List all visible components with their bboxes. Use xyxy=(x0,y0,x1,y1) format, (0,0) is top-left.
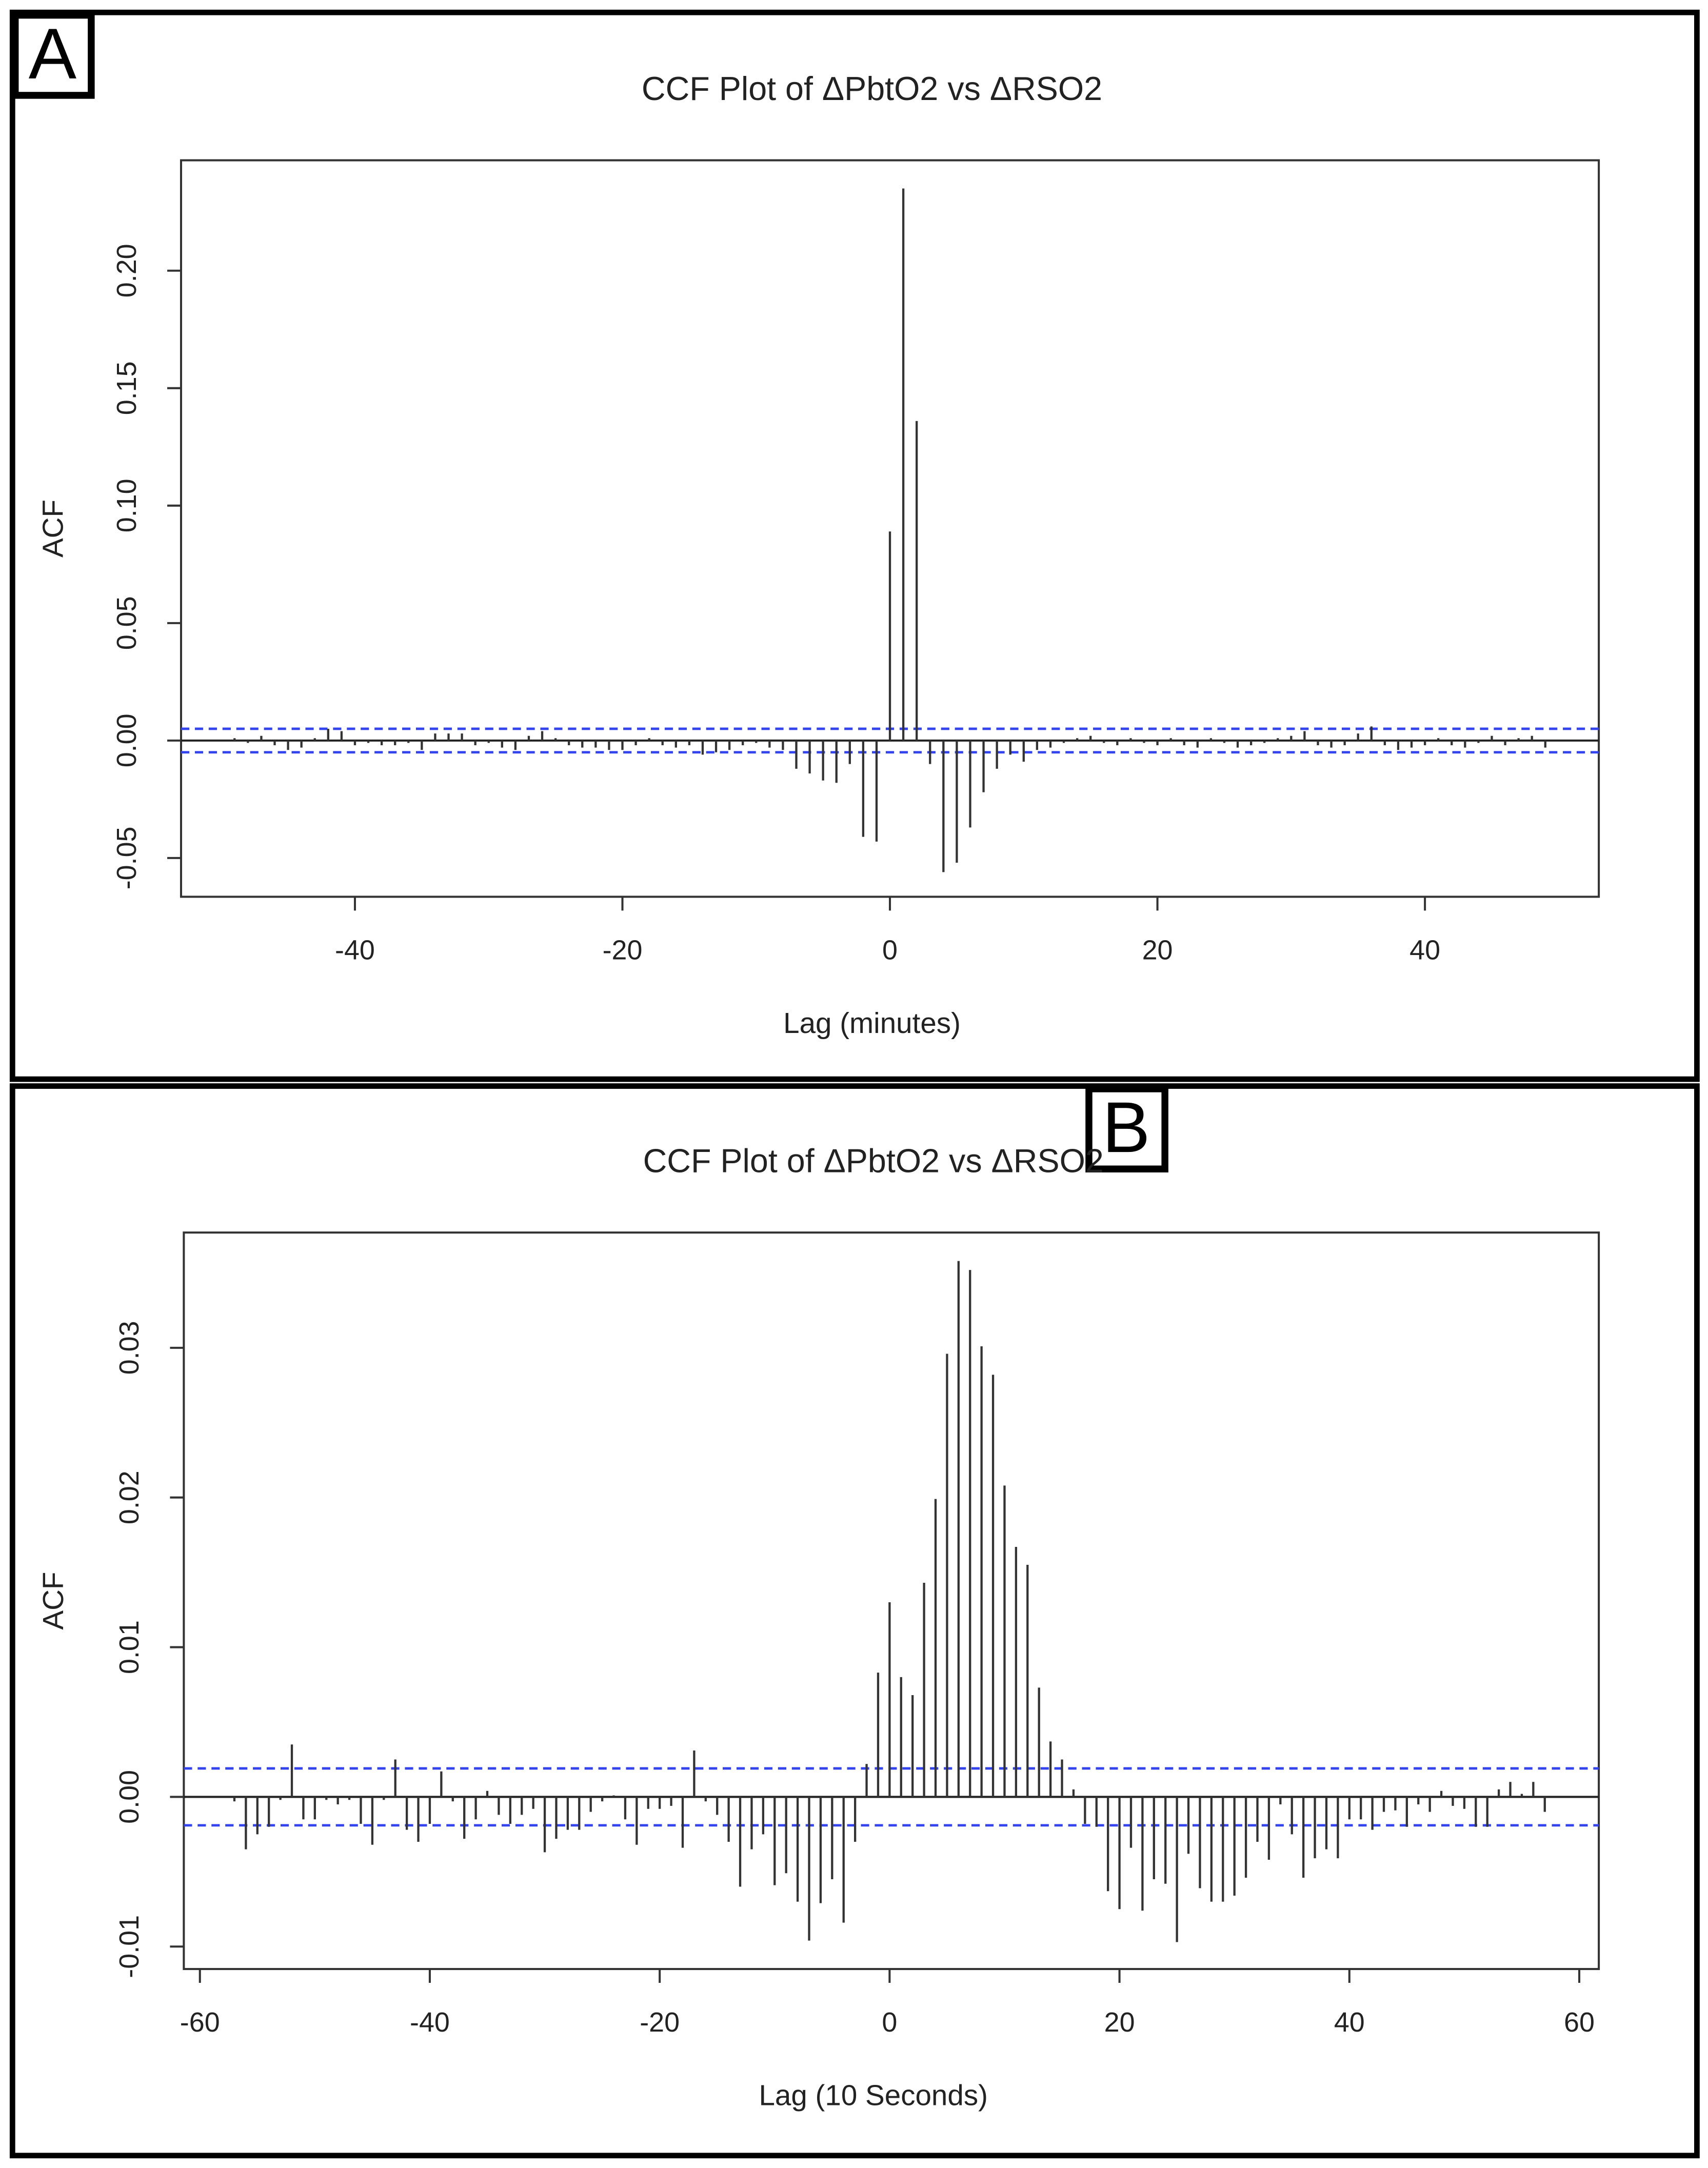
x-tick-label: 40 xyxy=(1334,2007,1365,2038)
y-axis-label: ACF xyxy=(37,500,69,558)
x-tick-label: 60 xyxy=(1564,2007,1595,2038)
y-tick-label: 0.02 xyxy=(114,1470,145,1524)
panel-frame xyxy=(9,1083,1700,2159)
chart-title: CCF Plot of ΔPbtO2 vs ΔRSO2 xyxy=(643,1142,1104,1179)
y-tick-label: 0.05 xyxy=(111,596,142,650)
x-tick-label: 0 xyxy=(882,934,898,965)
x-tick-label: 20 xyxy=(1142,934,1173,965)
y-tick-label: 0.00 xyxy=(114,1770,145,1824)
x-tick-label: 20 xyxy=(1104,2007,1135,2038)
panel-label: A xyxy=(29,13,77,94)
y-tick-label: 0.03 xyxy=(114,1321,145,1375)
plot-frame xyxy=(183,1231,1600,1971)
chart-title: CCF Plot of ΔPbtO2 vs ΔRSO2 xyxy=(642,70,1102,107)
y-tick-label: 0.20 xyxy=(111,244,142,297)
x-tick-label: -20 xyxy=(640,2007,680,2038)
panel-frame xyxy=(9,9,1700,1082)
y-tick-label: 0.10 xyxy=(111,479,142,532)
panel-label-box xyxy=(11,11,95,99)
y-tick-label: -0.05 xyxy=(111,826,142,889)
x-tick-label: -40 xyxy=(335,934,375,965)
x-axis-label: Lag (minutes) xyxy=(783,1007,961,1039)
x-tick-label: 0 xyxy=(882,2007,897,2038)
x-tick-label: -40 xyxy=(410,2007,450,2038)
y-tick-label: 0.00 xyxy=(111,713,142,767)
x-tick-label: 40 xyxy=(1409,934,1440,965)
panel-label: B xyxy=(1102,1087,1150,1167)
y-axis-label: ACF xyxy=(37,1572,69,1630)
x-axis-label: Lag (10 Seconds) xyxy=(759,2079,988,2112)
x-tick-label: -20 xyxy=(603,934,643,965)
panel-label-box xyxy=(1085,1085,1168,1172)
y-tick-label: 0.01 xyxy=(114,1620,145,1674)
y-tick-label: -0.01 xyxy=(114,1915,145,1978)
y-tick-label: 0.15 xyxy=(111,361,142,415)
x-tick-label: -60 xyxy=(180,2007,220,2038)
